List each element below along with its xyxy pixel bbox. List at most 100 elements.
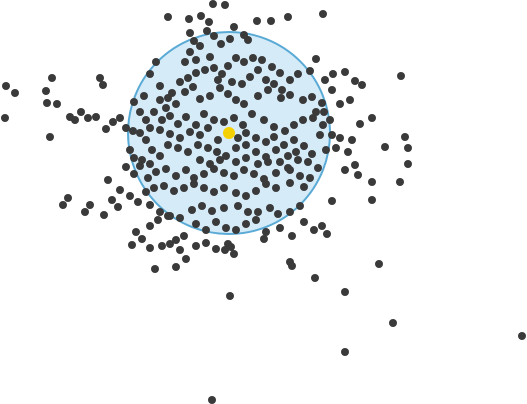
data-point (176, 246, 184, 254)
data-point (217, 40, 225, 48)
data-point (326, 116, 334, 124)
data-point (146, 124, 154, 132)
data-point (205, 18, 213, 26)
data-point (276, 224, 284, 232)
data-point (296, 172, 304, 180)
data-point (249, 54, 257, 62)
data-point (286, 179, 294, 187)
data-point (129, 127, 137, 135)
data-point (210, 32, 218, 40)
data-point (242, 154, 250, 162)
data-point (318, 99, 326, 107)
data-point (242, 141, 250, 149)
data-point (130, 98, 138, 106)
data-point (184, 148, 192, 156)
data-point (162, 165, 170, 173)
data-point (232, 54, 240, 62)
data-point (212, 245, 220, 253)
data-point (239, 121, 247, 129)
data-point (138, 156, 146, 164)
data-point (336, 134, 344, 142)
data-point (220, 204, 228, 212)
center-point (223, 127, 235, 139)
data-point (190, 174, 198, 182)
data-point (138, 235, 146, 243)
data-point (341, 166, 349, 174)
data-point (332, 144, 340, 152)
data-point (213, 148, 221, 156)
data-point (209, 0, 217, 8)
data-point (242, 129, 250, 137)
data-point (254, 208, 262, 216)
data-point (358, 81, 366, 89)
data-point (200, 184, 208, 192)
data-point (397, 72, 405, 80)
data-point (122, 124, 130, 132)
data-point (198, 202, 206, 210)
data-point (48, 74, 56, 82)
data-point (276, 69, 284, 77)
data-point (172, 263, 180, 271)
data-point (341, 348, 349, 356)
data-point (270, 123, 278, 131)
data-point (11, 89, 19, 97)
data-point (300, 183, 308, 191)
data-point (286, 91, 294, 99)
data-point (189, 83, 197, 91)
data-point (252, 134, 260, 142)
data-point (304, 158, 312, 166)
data-point (230, 250, 238, 258)
data-point (344, 148, 352, 156)
data-point (180, 184, 188, 192)
data-point (272, 184, 280, 192)
data-point (92, 113, 100, 121)
data-point (312, 55, 320, 63)
data-point (294, 70, 302, 78)
data-point (404, 160, 412, 168)
data-point (254, 92, 262, 100)
data-point (288, 262, 296, 270)
data-point (126, 146, 134, 154)
data-point (192, 69, 200, 77)
data-point (396, 178, 404, 186)
data-point (206, 53, 214, 61)
data-point (290, 136, 298, 144)
data-point (134, 198, 142, 206)
data-point (190, 37, 198, 45)
data-point (164, 13, 172, 21)
data-point (186, 29, 194, 37)
data-point (132, 228, 140, 236)
data-point (319, 10, 327, 18)
data-point (224, 62, 232, 70)
data-point (294, 156, 302, 164)
data-point (262, 76, 270, 84)
data-point (102, 125, 110, 133)
data-point (226, 35, 234, 43)
data-point (318, 222, 326, 230)
data-point (152, 168, 160, 176)
data-point (181, 88, 189, 96)
data-point (156, 82, 164, 90)
data-point (351, 161, 359, 169)
data-point (341, 288, 349, 296)
data-point (314, 164, 322, 172)
data-point (136, 108, 144, 116)
data-point (156, 96, 164, 104)
data-point (196, 95, 204, 103)
data-point (146, 160, 154, 168)
data-point (321, 76, 329, 84)
data-point (216, 156, 224, 164)
data-point (348, 136, 356, 144)
data-point (108, 196, 116, 204)
data-point (130, 170, 138, 178)
data-point (300, 218, 308, 226)
data-point (262, 138, 270, 146)
data-point (203, 27, 211, 35)
data-point (186, 128, 194, 136)
data-point (226, 292, 234, 300)
data-point (232, 158, 240, 166)
data-point (518, 332, 526, 340)
data-point (272, 169, 280, 177)
data-point (232, 226, 240, 234)
